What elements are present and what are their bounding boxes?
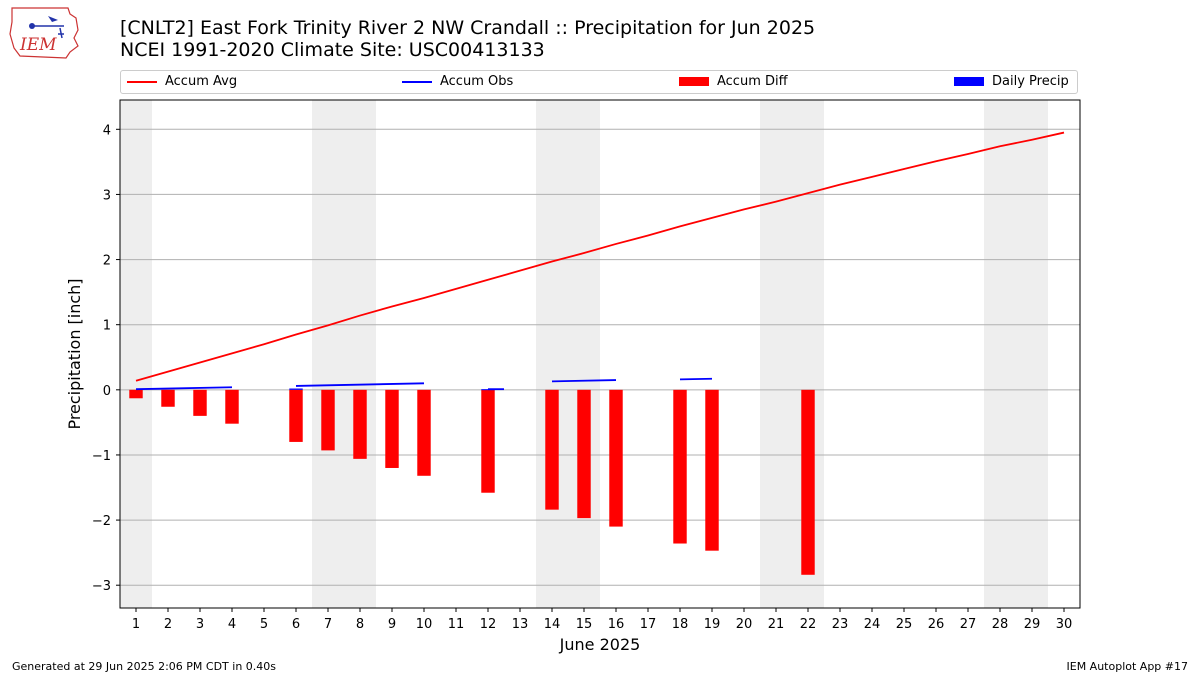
accum-diff-bar: [577, 389, 591, 519]
accum-avg-line: [135, 131, 1065, 382]
accum-obs-line: [551, 379, 617, 383]
weekend-shading: [120, 100, 152, 608]
weekend-shading: [984, 100, 1048, 608]
accum-diff-bar: [193, 389, 207, 416]
footer-app-text: IEM Autoplot App #17: [1066, 660, 1189, 673]
footer-generated-text: Generated at 29 Jun 2025 2:06 PM CDT in …: [12, 660, 277, 673]
legend-swatch: [954, 77, 984, 86]
y-tick-label: −2: [92, 514, 111, 529]
x-tick-label: 17: [640, 617, 657, 632]
accum-diff-bar: [705, 389, 719, 551]
legend-label: Accum Avg: [165, 74, 238, 89]
accum-diff-bar: [545, 389, 559, 510]
accum-diff-bar: [385, 389, 399, 468]
chart-legend: Accum Avg Accum Obs Accum Diff Daily Pre…: [120, 70, 1078, 94]
x-tick-label: 18: [672, 617, 689, 632]
x-tick-label: 19: [704, 617, 721, 632]
legend-swatch: [127, 80, 157, 83]
legend-swatch: [679, 77, 709, 86]
x-tick-label: 7: [324, 617, 332, 632]
x-tick-label: 15: [576, 617, 593, 632]
accum-diff-bar: [417, 389, 431, 476]
x-tick-label: 25: [896, 617, 913, 632]
x-tick-label: 5: [260, 617, 268, 632]
x-tick-label: 20: [736, 617, 753, 632]
weekend-shading: [536, 100, 600, 608]
x-tick-label: 10: [416, 617, 433, 632]
accum-diff-bar: [609, 389, 623, 527]
accum-diff-bar: [129, 389, 143, 399]
accum-diff-bar: [353, 389, 367, 459]
legend-label: Daily Precip: [992, 74, 1069, 89]
x-tick-label: 12: [480, 617, 497, 632]
x-tick-label: 4: [228, 617, 236, 632]
x-tick-label: 1: [132, 617, 140, 632]
accum-diff-bar: [161, 389, 175, 407]
weekend-shading: [312, 100, 376, 608]
y-tick-label: −1: [92, 449, 111, 464]
x-tick-label: 26: [928, 617, 945, 632]
chart-title: [CNLT2] East Fork Trinity River 2 NW Cra…: [120, 17, 816, 39]
accum-diff-bar: [321, 389, 335, 451]
logo-wind-shape: [58, 27, 64, 39]
x-tick-label: 2: [164, 617, 172, 632]
y-axis-label: Precipitation [inch]: [65, 278, 84, 429]
logo-text: IEM: [19, 35, 57, 55]
x-axis-label: June 2025: [559, 635, 641, 654]
y-tick-label: −3: [92, 579, 111, 594]
x-tick-label: 3: [196, 617, 204, 632]
x-tick-label: 22: [800, 617, 817, 632]
accum-diff-bar: [801, 389, 815, 575]
legend-item-accum-obs: Accum Obs: [402, 74, 513, 89]
accum-obs-line: [135, 386, 233, 391]
legend-item-accum-avg: Accum Avg: [127, 74, 237, 89]
y-tick-label: 3: [103, 188, 111, 203]
x-tick-label: 8: [356, 617, 364, 632]
x-tick-label: 16: [608, 617, 625, 632]
x-tick-label: 30: [1056, 617, 1073, 632]
logo-plane-shape: [48, 16, 58, 22]
x-tick-label: 28: [992, 617, 1009, 632]
iowa-outline-shape: [9, 7, 79, 59]
x-tick-label: 27: [960, 617, 977, 632]
accum-diff-bar: [225, 389, 239, 424]
y-tick-label: 2: [103, 254, 111, 269]
accum-diff-bar: [673, 389, 687, 544]
y-tick-label: 4: [103, 123, 111, 138]
x-tick-label: 21: [768, 617, 785, 632]
chart-subtitle: NCEI 1991-2020 Climate Site: USC00413133: [120, 39, 545, 61]
y-tick-label: 1: [103, 319, 111, 334]
iem-logo: IEM: [9, 7, 79, 59]
y-tick-label: 0: [103, 384, 111, 399]
x-tick-label: 23: [832, 617, 849, 632]
plot-frame: [119, 99, 1081, 609]
accum-diff-bar: [481, 389, 495, 493]
legend-label: Accum Obs: [440, 74, 514, 89]
x-tick-label: 9: [388, 617, 396, 632]
legend-label: Accum Diff: [717, 74, 788, 89]
accum-obs-line: [295, 382, 425, 387]
accum-obs-line: [679, 377, 713, 381]
x-tick-label: 14: [544, 617, 561, 632]
x-tick-label: 13: [512, 617, 529, 632]
x-tick-label: 24: [864, 617, 881, 632]
accum-diff-bar: [289, 389, 303, 442]
x-tick-label: 29: [1024, 617, 1041, 632]
legend-swatch: [402, 80, 432, 83]
legend-item-daily-precip: Daily Precip: [954, 74, 1069, 89]
x-tick-label: 11: [448, 617, 465, 632]
daily-precip-bar: [289, 388, 303, 390]
x-tick-label: 6: [292, 617, 300, 632]
legend-item-accum-diff: Accum Diff: [679, 74, 788, 89]
